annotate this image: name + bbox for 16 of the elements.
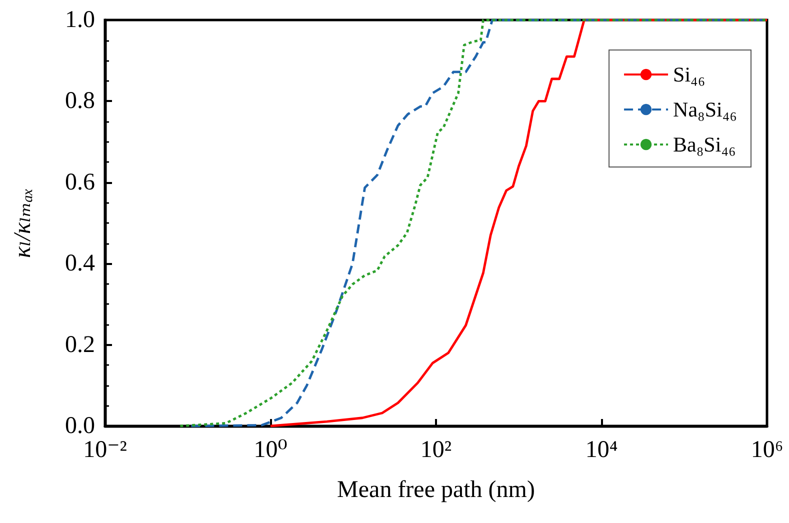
y-tick-label: 0.8 (65, 88, 95, 114)
y-tick-label: 1.0 (65, 7, 95, 33)
y-tick-label: 0.4 (65, 250, 95, 277)
x-tick-label: 10⁻² (83, 437, 127, 463)
x-tick-label: 10⁶ (750, 437, 784, 463)
legend-label: Si₄₆ (673, 62, 706, 86)
legend-label: Na₈Si₄₆ (673, 98, 738, 122)
x-axis-title: Mean free path (nm) (337, 477, 535, 503)
y-tick-label: 0.6 (65, 169, 95, 196)
y-tick-label: 0.0 (65, 413, 95, 439)
x-tick-label: 10⁰ (254, 437, 288, 463)
y-axis-title: κₗ/κₗₘₐₓ (10, 188, 36, 258)
legend-label: Ba₈Si₄₆ (673, 132, 736, 156)
x-tick-label: 10² (420, 437, 452, 463)
y-tick-label: 0.2 (65, 332, 95, 358)
x-tick-label: 10⁴ (585, 437, 618, 463)
